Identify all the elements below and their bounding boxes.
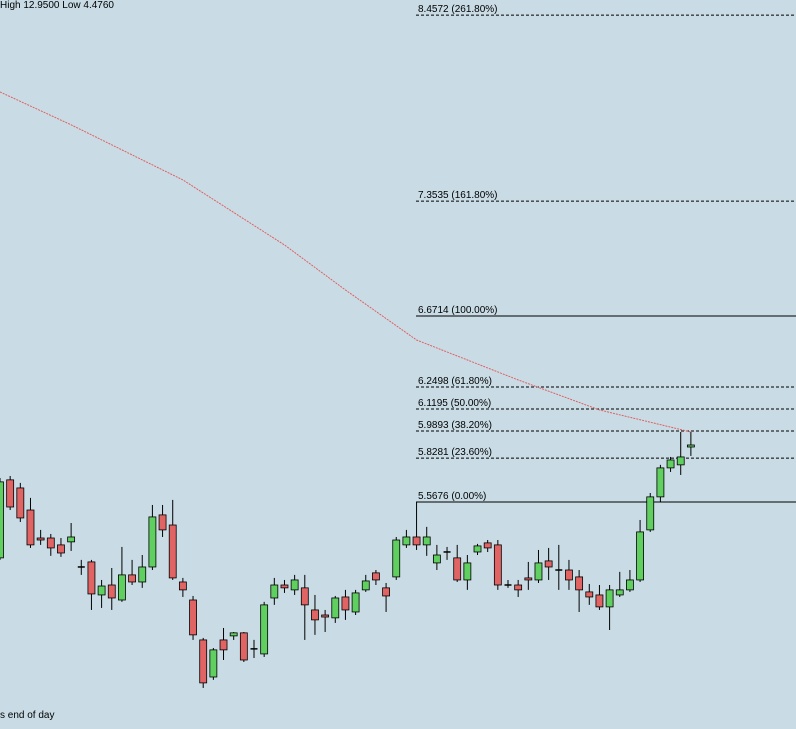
fib-label: 5.5676 (0.00%)	[418, 491, 486, 502]
candle-body	[686, 444, 695, 448]
candle-body	[290, 579, 299, 591]
candle-body	[87, 561, 96, 595]
candle-body	[331, 597, 340, 619]
candle-body	[575, 576, 584, 591]
candle-body	[626, 579, 634, 591]
candle-body	[351, 592, 360, 613]
candle-body	[636, 531, 644, 581]
candle-body	[321, 614, 330, 618]
fib-label: 6.6714 (100.00%)	[418, 305, 498, 316]
candle-body	[97, 585, 106, 596]
candle-body	[0, 481, 4, 559]
candle-body	[219, 639, 228, 651]
fib-label: 8.4572 (261.80%)	[418, 4, 498, 15]
candle-body	[270, 584, 279, 599]
candle-body	[118, 574, 126, 601]
candle-body	[422, 536, 431, 546]
candle-body	[199, 639, 208, 684]
fib-label: 6.2498 (61.80%)	[418, 376, 492, 387]
candle-body	[189, 599, 197, 636]
fib-label: 7.3535 (161.80%)	[418, 190, 498, 201]
candle-body	[178, 581, 187, 591]
candle-body	[565, 569, 573, 581]
candle-body	[605, 589, 614, 608]
candle-body	[107, 584, 116, 599]
candle-body	[36, 537, 45, 541]
candle-body	[168, 524, 177, 579]
candle-body	[666, 459, 675, 469]
candle-body	[676, 456, 685, 466]
candle-body	[483, 542, 492, 549]
candle-body	[260, 604, 269, 655]
candle-body	[372, 572, 380, 581]
candle-body	[524, 577, 533, 581]
candle-body	[514, 584, 523, 591]
candle-body	[229, 632, 238, 637]
candle-body	[300, 587, 309, 606]
candle-body	[46, 537, 55, 549]
candle-body	[57, 544, 65, 554]
candle-body	[361, 580, 370, 591]
candle-body	[341, 596, 350, 611]
candle-body	[128, 574, 136, 583]
candle-body	[646, 496, 655, 531]
candle-body	[26, 509, 35, 546]
candle-body	[544, 560, 553, 568]
candle-body	[615, 589, 624, 596]
candle-body	[392, 539, 401, 578]
fib-label: 5.9893 (38.20%)	[418, 420, 492, 431]
candle-body	[239, 632, 248, 661]
candle-body	[463, 562, 472, 581]
fib-label: 5.8281 (23.60%)	[418, 447, 492, 458]
candle-body	[280, 584, 289, 589]
candle-body	[585, 591, 594, 598]
chart-title: High 12.9500 Low 4.4760	[0, 0, 114, 11]
fib-label: 6.1195 (50.00%)	[418, 398, 491, 409]
candle-body	[493, 544, 502, 586]
moving-average-line	[0, 91, 691, 433]
candle-body	[656, 467, 665, 498]
candle-body	[158, 514, 167, 531]
candle-body	[148, 516, 157, 568]
candle-body	[16, 487, 25, 519]
candle-body	[382, 587, 390, 597]
candle-body	[402, 536, 411, 546]
candle-body	[453, 557, 462, 581]
candle-body	[595, 594, 604, 608]
candle-body	[67, 536, 76, 543]
footer-note: s end of day	[0, 710, 54, 721]
candle-body	[138, 566, 147, 583]
candle-body	[209, 649, 218, 678]
candle-body	[6, 479, 15, 508]
candle-body	[412, 536, 421, 546]
candle-body	[473, 545, 482, 553]
candle-body	[311, 609, 319, 621]
candle-body	[534, 562, 543, 581]
candle-body	[432, 554, 441, 564]
